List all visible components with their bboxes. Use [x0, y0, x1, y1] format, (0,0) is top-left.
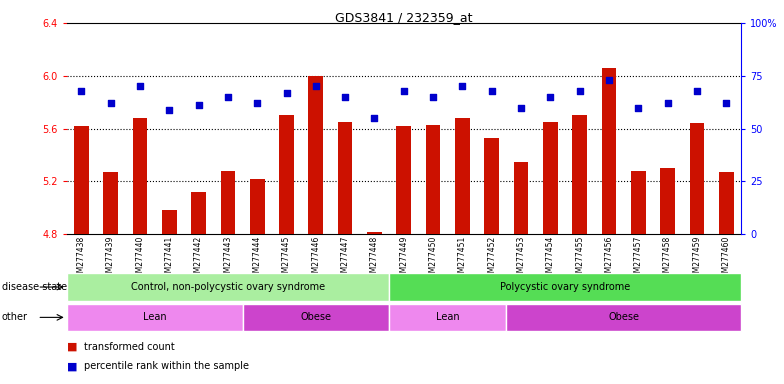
Bar: [67, 273, 389, 301]
Point: [133, 83, 146, 89]
Text: other: other: [2, 312, 27, 323]
Bar: [242, 303, 389, 331]
Point: [251, 100, 263, 106]
Text: ■: ■: [67, 361, 77, 371]
Bar: [132, 118, 147, 234]
Point: [632, 104, 644, 111]
Point: [310, 83, 322, 89]
Point: [485, 88, 498, 94]
Bar: [279, 116, 294, 234]
Point: [397, 88, 410, 94]
Point: [603, 77, 615, 83]
Bar: [397, 126, 411, 234]
Point: [192, 103, 205, 109]
Text: ■: ■: [67, 342, 77, 352]
Bar: [719, 172, 734, 234]
Bar: [308, 76, 323, 234]
Bar: [572, 116, 587, 234]
Point: [222, 94, 234, 100]
Text: Control, non-polycystic ovary syndrome: Control, non-polycystic ovary syndrome: [131, 282, 325, 292]
Bar: [367, 232, 382, 234]
Bar: [514, 162, 528, 234]
Bar: [601, 68, 616, 234]
Point: [339, 94, 351, 100]
Point: [691, 88, 703, 94]
Point: [368, 115, 381, 121]
Point: [280, 90, 292, 96]
Bar: [250, 179, 264, 234]
Point: [515, 104, 528, 111]
Point: [720, 100, 732, 106]
Bar: [103, 172, 118, 234]
Bar: [485, 138, 499, 234]
Bar: [74, 126, 89, 234]
Bar: [389, 303, 506, 331]
Bar: [426, 125, 441, 234]
Bar: [455, 118, 470, 234]
Bar: [690, 123, 704, 234]
Text: Lean: Lean: [436, 312, 459, 323]
Point: [75, 88, 88, 94]
Bar: [506, 303, 741, 331]
Bar: [338, 122, 353, 234]
Point: [456, 83, 469, 89]
Text: Polycystic ovary syndrome: Polycystic ovary syndrome: [500, 282, 630, 292]
Text: percentile rank within the sample: percentile rank within the sample: [84, 361, 249, 371]
Bar: [67, 303, 242, 331]
Point: [662, 100, 674, 106]
Bar: [543, 122, 557, 234]
Point: [573, 88, 586, 94]
Text: Obese: Obese: [608, 312, 639, 323]
Point: [163, 107, 176, 113]
Bar: [191, 192, 206, 234]
Text: transformed count: transformed count: [84, 342, 175, 352]
Point: [426, 94, 439, 100]
Bar: [389, 273, 741, 301]
Text: Lean: Lean: [143, 312, 166, 323]
Text: disease state: disease state: [2, 282, 67, 292]
Text: GDS3841 / 232359_at: GDS3841 / 232359_at: [335, 12, 473, 25]
Bar: [220, 171, 235, 234]
Text: Obese: Obese: [300, 312, 332, 323]
Point: [544, 94, 557, 100]
Bar: [660, 168, 675, 234]
Bar: [162, 210, 176, 234]
Bar: [631, 171, 645, 234]
Point: [104, 100, 117, 106]
